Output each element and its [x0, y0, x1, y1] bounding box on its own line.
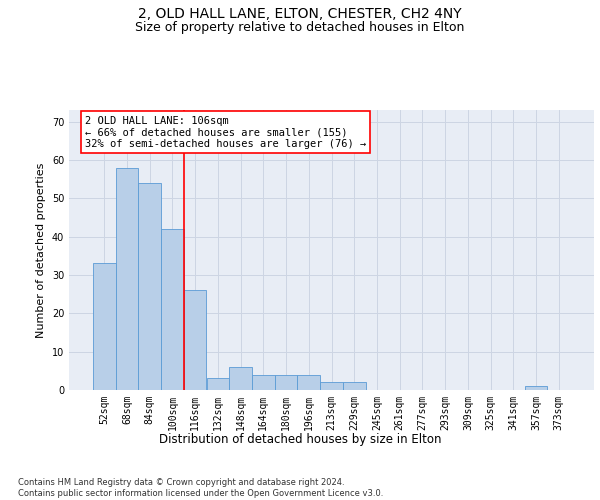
Text: Size of property relative to detached houses in Elton: Size of property relative to detached ho… — [136, 21, 464, 34]
Bar — [139, 183, 161, 390]
Bar — [275, 374, 298, 390]
Bar — [252, 374, 275, 390]
Bar — [206, 378, 229, 390]
Bar — [524, 386, 547, 390]
Bar — [229, 367, 252, 390]
Bar — [93, 264, 116, 390]
Bar — [161, 229, 184, 390]
Text: 2 OLD HALL LANE: 106sqm
← 66% of detached houses are smaller (155)
32% of semi-d: 2 OLD HALL LANE: 106sqm ← 66% of detache… — [85, 116, 366, 149]
Bar — [343, 382, 365, 390]
Text: 2, OLD HALL LANE, ELTON, CHESTER, CH2 4NY: 2, OLD HALL LANE, ELTON, CHESTER, CH2 4N… — [138, 8, 462, 22]
Text: Contains HM Land Registry data © Crown copyright and database right 2024.
Contai: Contains HM Land Registry data © Crown c… — [18, 478, 383, 498]
Bar — [116, 168, 139, 390]
Text: Distribution of detached houses by size in Elton: Distribution of detached houses by size … — [159, 432, 441, 446]
Y-axis label: Number of detached properties: Number of detached properties — [36, 162, 46, 338]
Bar — [184, 290, 206, 390]
Bar — [298, 374, 320, 390]
Bar — [320, 382, 343, 390]
